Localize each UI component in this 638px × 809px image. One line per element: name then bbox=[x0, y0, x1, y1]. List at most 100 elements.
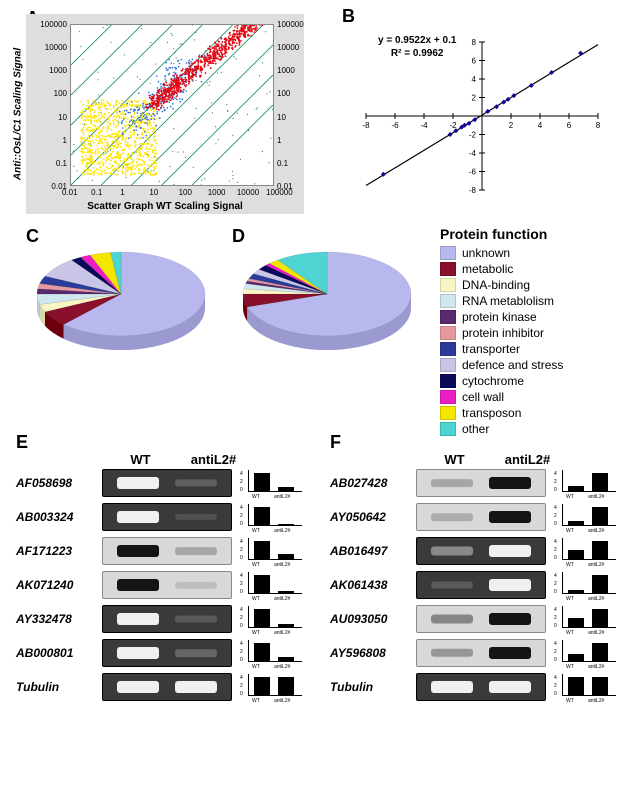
panel-a-ylabel: Anti::OsL/C1 Scaling Signal bbox=[13, 48, 24, 180]
mini-bar-chart: WTantiL2#024 bbox=[238, 572, 304, 598]
gel-image bbox=[416, 639, 546, 667]
gel-row: AY596808 WTantiL2#024 bbox=[330, 639, 630, 667]
gel-image bbox=[416, 469, 546, 497]
legend-swatch bbox=[440, 358, 456, 372]
header-wt: WT bbox=[104, 452, 177, 467]
svg-text:-8: -8 bbox=[362, 121, 370, 130]
mini-bar-chart: WTantiL2#024 bbox=[238, 504, 304, 530]
gene-label: AF171223 bbox=[16, 544, 102, 558]
gel-row: Tubulin WTantiL2#024 bbox=[330, 673, 630, 701]
gene-label: AY596808 bbox=[330, 646, 416, 660]
gene-label: Tubulin bbox=[16, 680, 102, 694]
legend-swatch bbox=[440, 374, 456, 388]
r2-text: R² = 0.9962 bbox=[378, 47, 456, 60]
gene-label: AK071240 bbox=[16, 578, 102, 592]
legend-label: transporter bbox=[462, 342, 520, 356]
legend-swatch bbox=[440, 406, 456, 420]
svg-text:-2: -2 bbox=[469, 131, 477, 140]
legend-swatch bbox=[440, 390, 456, 404]
mini-bar-chart: WTantiL2#024 bbox=[552, 640, 618, 666]
gel-image bbox=[102, 673, 232, 701]
protein-function-legend: Protein function unknownmetabolicDNA-bin… bbox=[440, 226, 620, 438]
panel-b-equation: y = 0.9522x + 0.1 R² = 0.9962 bbox=[378, 34, 456, 60]
legend-label: protein inhibitor bbox=[462, 326, 544, 340]
mini-bar-chart: WTantiL2#024 bbox=[552, 538, 618, 564]
legend-item: protein kinase bbox=[440, 310, 620, 324]
svg-text:-6: -6 bbox=[469, 168, 477, 177]
gel-image bbox=[102, 605, 232, 633]
equation-text: y = 0.9522x + 0.1 bbox=[378, 34, 456, 47]
legend-label: RNA metablolism bbox=[462, 294, 554, 308]
legend-item: metabolic bbox=[440, 262, 620, 276]
gel-image bbox=[416, 503, 546, 531]
legend-swatch bbox=[440, 342, 456, 356]
mini-bar-chart: WTantiL2#024 bbox=[552, 674, 618, 700]
mini-bar-chart: WTantiL2#024 bbox=[238, 606, 304, 632]
mini-bar-chart: WTantiL2#024 bbox=[238, 674, 304, 700]
mini-bar-chart: WTantiL2#024 bbox=[552, 572, 618, 598]
gel-image bbox=[102, 639, 232, 667]
svg-text:4: 4 bbox=[472, 75, 477, 84]
legend-item: DNA-binding bbox=[440, 278, 620, 292]
gel-row: AF058698 WTantiL2#024 bbox=[16, 469, 316, 497]
figure: A B C D E F Anti::OsL/C1 Scaling Signal … bbox=[8, 8, 630, 801]
panel-d-pie bbox=[232, 240, 422, 360]
panel-a-xlabel: Scatter Graph WT Scaling Signal bbox=[87, 201, 243, 212]
legend-swatch bbox=[440, 294, 456, 308]
legend-item: transposon bbox=[440, 406, 620, 420]
panel-label-e: E bbox=[16, 432, 28, 453]
legend-label: other bbox=[462, 422, 489, 436]
gene-label: AF058698 bbox=[16, 476, 102, 490]
mini-bar-chart: WTantiL2#024 bbox=[552, 504, 618, 530]
header-cond: antiL2# bbox=[491, 452, 564, 467]
gel-image bbox=[416, 537, 546, 565]
gene-label: AB003324 bbox=[16, 510, 102, 524]
gene-label: Tubulin bbox=[330, 680, 416, 694]
gene-label: AY332478 bbox=[16, 612, 102, 626]
mini-bar-chart: WTantiL2#024 bbox=[238, 470, 304, 496]
gel-header: WT antiL2# bbox=[330, 452, 630, 467]
gel-row: AB000801WTantiL2#024 bbox=[16, 639, 316, 667]
legend-item: other bbox=[440, 422, 620, 436]
legend-label: cell wall bbox=[462, 390, 504, 404]
legend-label: DNA-binding bbox=[462, 278, 530, 292]
legend-swatch bbox=[440, 262, 456, 276]
gel-row: AK071240 WTantiL2#024 bbox=[16, 571, 316, 599]
panel-label-f: F bbox=[330, 432, 341, 453]
svg-text:6: 6 bbox=[567, 121, 572, 130]
mini-bar-chart: WTantiL2#024 bbox=[238, 640, 304, 666]
svg-text:2: 2 bbox=[509, 121, 514, 130]
gel-row: Tubulin WTantiL2#024 bbox=[16, 673, 316, 701]
gene-label: AK061438 bbox=[330, 578, 416, 592]
legend-swatch bbox=[440, 422, 456, 436]
panel-a-plot-area bbox=[70, 24, 274, 186]
legend-item: cytochrome bbox=[440, 374, 620, 388]
svg-text:8: 8 bbox=[472, 38, 477, 47]
legend-label: transposon bbox=[462, 406, 521, 420]
gel-image bbox=[416, 605, 546, 633]
svg-text:2: 2 bbox=[472, 94, 477, 103]
gel-row: AB027428WTantiL2#024 bbox=[330, 469, 630, 497]
header-wt: WT bbox=[418, 452, 491, 467]
mini-bar-chart: WTantiL2#024 bbox=[238, 538, 304, 564]
mini-bar-chart: WTantiL2#024 bbox=[552, 470, 618, 496]
gene-label: AB016497 bbox=[330, 544, 416, 558]
legend-item: defence and stress bbox=[440, 358, 620, 372]
legend-item: RNA metablolism bbox=[440, 294, 620, 308]
legend-swatch bbox=[440, 310, 456, 324]
legend-swatch bbox=[440, 326, 456, 340]
svg-text:6: 6 bbox=[472, 57, 477, 66]
gel-row: AK061438 WTantiL2#024 bbox=[330, 571, 630, 599]
legend-item: unknown bbox=[440, 246, 620, 260]
gene-label: AY050642 bbox=[330, 510, 416, 524]
legend-label: defence and stress bbox=[462, 358, 563, 372]
mini-bar-chart: WTantiL2#024 bbox=[552, 606, 618, 632]
panel-a-scatter: Anti::OsL/C1 Scaling Signal Scatter Grap… bbox=[26, 14, 304, 214]
gel-image bbox=[102, 537, 232, 565]
panel-e-gels: WT antiL2# AF058698WTantiL2#024AB003324W… bbox=[16, 452, 316, 707]
gel-row: AB003324 WTantiL2#024 bbox=[16, 503, 316, 531]
panel-f-gels: WT antiL2# AB027428WTantiL2#024 AY050642 W… bbox=[330, 452, 630, 707]
gel-row: AF171223 WTantiL2#024 bbox=[16, 537, 316, 565]
gel-row: AY050642 WTantiL2#024 bbox=[330, 503, 630, 531]
gel-image bbox=[102, 571, 232, 599]
